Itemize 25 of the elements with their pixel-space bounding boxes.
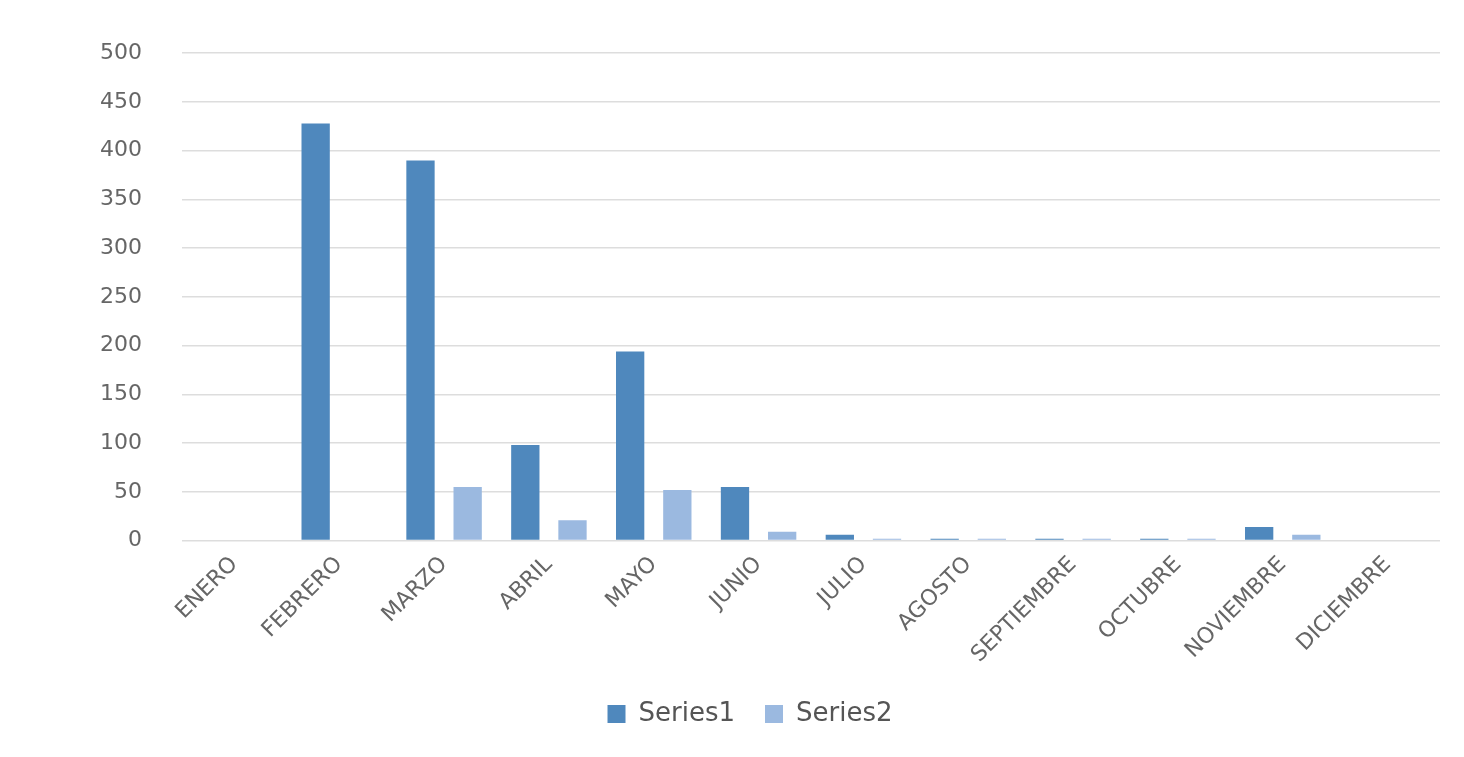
bar: [720, 486, 750, 540]
y-tick-label: 500: [99, 38, 142, 64]
y-tick-label: 0: [127, 526, 142, 552]
y-tick-label: 200: [99, 331, 142, 357]
y-tick-label: 350: [99, 185, 142, 211]
bar: [768, 531, 797, 540]
bar: [1245, 526, 1274, 540]
bar: [453, 486, 482, 540]
y-tick-label: 300: [99, 233, 142, 259]
bar: [1292, 534, 1321, 540]
bar: [406, 160, 435, 540]
bar: [511, 445, 540, 540]
bar: [663, 489, 692, 540]
legend-label: Series2: [796, 696, 893, 727]
bar: [301, 123, 330, 540]
y-tick-label: 400: [99, 136, 142, 162]
y-tick-label: 100: [99, 428, 142, 454]
bar: [825, 534, 854, 540]
y-tick-label: 150: [99, 380, 142, 406]
bar: [558, 520, 587, 540]
y-tick-label: 250: [99, 282, 142, 308]
bar: [616, 351, 645, 540]
y-tick-label: 450: [99, 87, 142, 113]
legend-label: Series1: [638, 696, 735, 727]
y-tick-label: 50: [113, 477, 142, 503]
